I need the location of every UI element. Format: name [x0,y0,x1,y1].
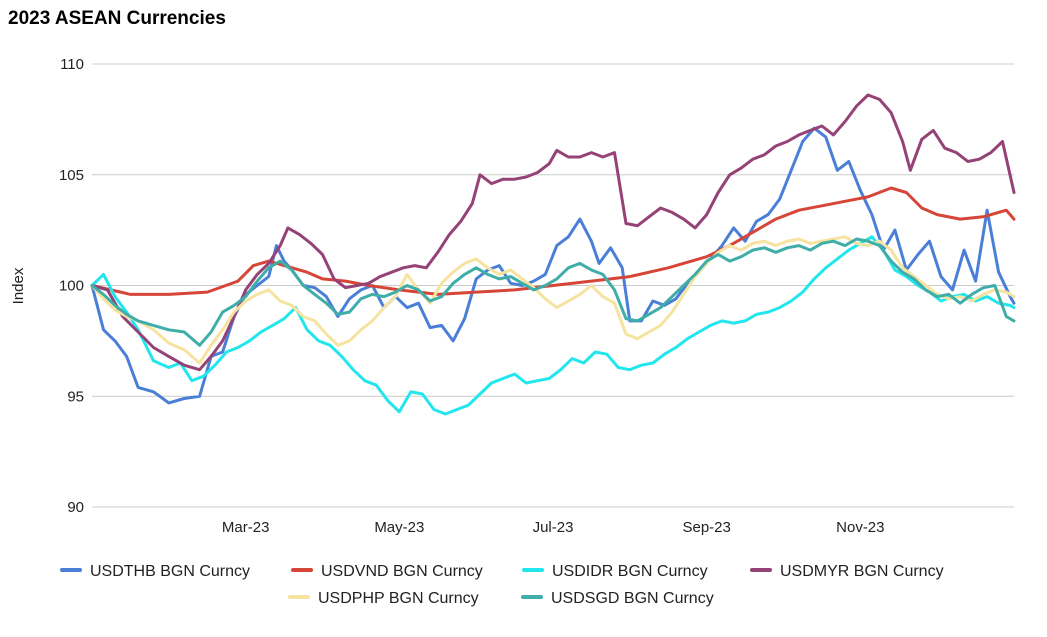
y-axis-title: Index [10,267,27,304]
series-line-0 [90,126,1016,405]
y-tick-label: 90 [67,499,84,516]
legend-label: USDTHB BGN Curncy [90,563,250,580]
series-line-3 [90,93,1016,372]
y-tick-label: 100 [59,278,84,295]
legend-label: USDVND BGN Curncy [321,563,483,580]
legend-label: USDMYR BGN Curncy [780,563,944,580]
series-line-5 [90,237,1016,347]
chart-title: 2023 ASEAN Currencies [8,8,226,29]
series-line-4 [90,235,1016,365]
x-tick-label: Mar-23 [222,519,270,536]
y-axis-ticks: 90 95 100 105 110 [59,56,84,516]
y-tick-label: 105 [59,167,84,184]
x-tick-label: Nov-23 [836,519,884,536]
legend-label: USDIDR BGN Curncy [552,563,708,580]
series-line-1 [90,186,1016,296]
y-tick-label: 95 [67,388,84,405]
legend-label: USDSGD BGN Curncy [551,590,714,607]
x-tick-label: May-23 [374,519,424,536]
y-tick-label: 110 [60,56,84,73]
legend: USDTHB BGN Curncy USDVND BGN Curncy USDIDR… [60,563,944,607]
x-tick-label: Sep-23 [682,519,730,536]
series-lines [90,93,1016,416]
series-line-2 [90,235,1016,416]
x-axis-ticks: Mar-23 May-23 Jul-23 Sep-23 Nov-23 [222,519,885,536]
x-tick-label: Jul-23 [533,519,574,536]
legend-label: USDPHP BGN Curncy [318,590,479,607]
